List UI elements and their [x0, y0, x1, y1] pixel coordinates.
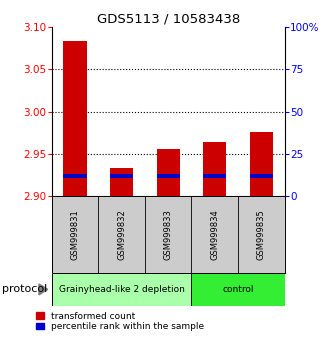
Bar [203, 175, 226, 178]
Text: GSM999832: GSM999832 [117, 209, 126, 260]
Text: Grainyhead-like 2 depletion: Grainyhead-like 2 depletion [59, 285, 184, 294]
Bar [63, 175, 87, 178]
Text: GSM999834: GSM999834 [210, 209, 219, 260]
Bar [110, 167, 133, 196]
Text: GSM999833: GSM999833 [164, 209, 173, 260]
Text: protocol: protocol [2, 284, 47, 295]
Bar [203, 142, 226, 196]
Bar [63, 41, 87, 196]
Bar [52, 273, 191, 306]
Bar [157, 175, 180, 178]
Bar [250, 175, 273, 178]
Bar [110, 175, 133, 178]
Text: GSM999831: GSM999831 [70, 209, 80, 260]
Legend: transformed count, percentile rank within the sample: transformed count, percentile rank withi… [35, 310, 206, 333]
Bar [191, 273, 285, 306]
Title: GDS5113 / 10583438: GDS5113 / 10583438 [97, 12, 240, 25]
Text: control: control [222, 285, 254, 294]
Bar [157, 149, 180, 196]
Bar [250, 132, 273, 196]
Text: GSM999835: GSM999835 [257, 209, 266, 260]
